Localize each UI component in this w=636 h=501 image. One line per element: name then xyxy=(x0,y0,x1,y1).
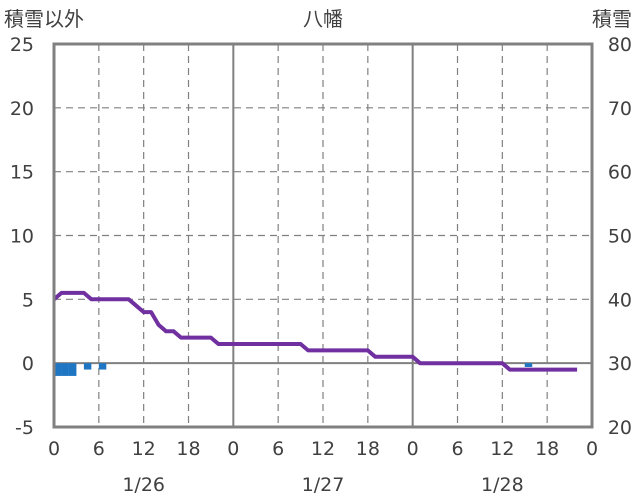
snow-depth-series xyxy=(52,290,578,372)
snow-depth-line xyxy=(52,290,578,372)
left-tick-label: 5 xyxy=(22,289,34,311)
x-tick-label: 0 xyxy=(227,438,239,460)
left-tick-label: 25 xyxy=(10,34,34,56)
left-tick-label: 10 xyxy=(10,226,34,248)
precip-bars xyxy=(54,363,533,376)
plot-frame xyxy=(52,42,594,429)
precip-bar xyxy=(98,363,107,370)
right-tick-label: 20 xyxy=(608,417,632,439)
chart-title: 八幡 xyxy=(303,7,343,31)
x-tick-label: 0 xyxy=(586,438,598,460)
date-label: 1/26 xyxy=(122,474,165,496)
x-tick-label: 6 xyxy=(451,438,463,460)
x-tick-label: 12 xyxy=(311,438,335,460)
right-tick-label: 80 xyxy=(608,34,632,56)
x-tick-label: 18 xyxy=(176,438,200,460)
x-tick-label: 6 xyxy=(93,438,105,460)
left-tick-label: 0 xyxy=(22,353,34,375)
x-tick-label: 18 xyxy=(356,438,380,460)
right-axis-label: 積雪 xyxy=(592,7,632,31)
precip-bar xyxy=(61,363,69,376)
right-axis-ticks: 20 30 40 50 60 70 80 xyxy=(608,34,632,439)
right-tick-label: 50 xyxy=(608,226,632,248)
left-axis-label: 積雪以外 xyxy=(4,7,84,31)
right-tick-label: 60 xyxy=(608,162,632,184)
x-tick-label: 12 xyxy=(132,438,156,460)
right-tick-label: 40 xyxy=(608,289,632,311)
left-tick-label: 15 xyxy=(10,162,34,184)
precip-bar xyxy=(68,363,77,376)
date-labels: 1/26 1/27 1/28 xyxy=(122,474,523,496)
x-tick-label: 12 xyxy=(490,438,514,460)
left-tick-label: 20 xyxy=(10,98,34,120)
precip-bar xyxy=(524,363,533,367)
date-label: 1/27 xyxy=(302,474,345,496)
x-tick-label: 18 xyxy=(535,438,559,460)
right-tick-label: 70 xyxy=(608,98,632,120)
left-tick-label: -5 xyxy=(15,417,34,439)
left-axis-ticks: -5 0 5 10 15 20 25 xyxy=(10,34,34,439)
precip-bar xyxy=(83,363,92,370)
x-tick-label: 6 xyxy=(272,438,284,460)
x-axis-ticks: 0 6 12 18 0 6 12 18 0 6 12 18 0 xyxy=(48,438,598,460)
x-tick-label: 0 xyxy=(407,438,419,460)
precip-bar xyxy=(54,363,62,376)
x-tick-label: 0 xyxy=(48,438,60,460)
date-label: 1/28 xyxy=(481,474,524,496)
right-tick-label: 30 xyxy=(608,353,632,375)
